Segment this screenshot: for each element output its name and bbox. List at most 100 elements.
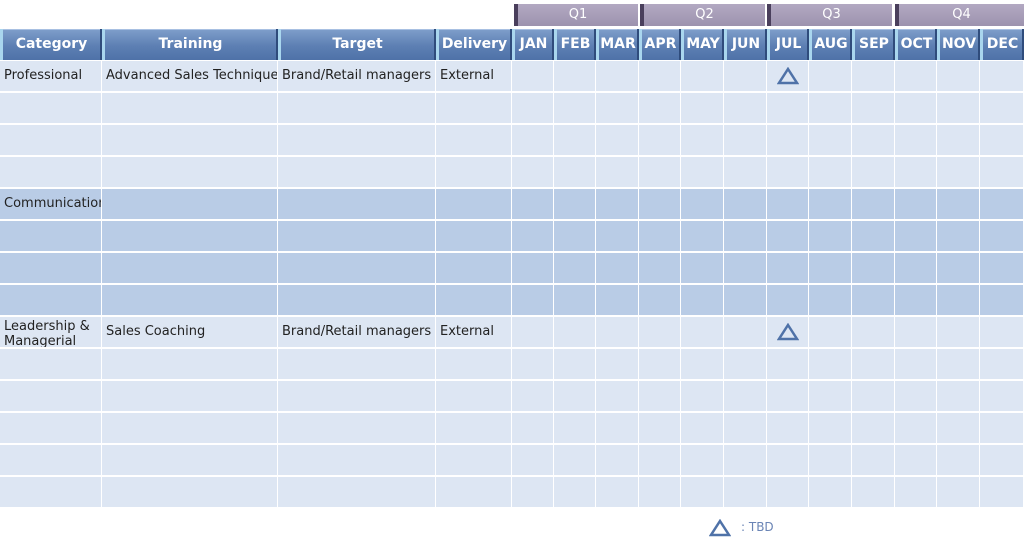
cell-oct[interactable] — [895, 317, 937, 349]
cell-may[interactable] — [681, 189, 724, 221]
cell-mar[interactable] — [596, 157, 639, 189]
cell-feb[interactable] — [554, 413, 596, 445]
column-header-jun[interactable]: JUN — [724, 29, 767, 60]
cell-apr[interactable] — [639, 349, 681, 381]
cell-mar[interactable] — [596, 413, 639, 445]
cell-may[interactable] — [681, 317, 724, 349]
cell-sep[interactable] — [852, 157, 895, 189]
cell-delivery[interactable] — [436, 381, 512, 413]
cell-mar[interactable] — [596, 317, 639, 349]
cell-training[interactable] — [102, 285, 278, 317]
cell-oct[interactable] — [895, 477, 937, 509]
cell-target[interactable] — [278, 253, 436, 285]
cell-sep[interactable] — [852, 285, 895, 317]
cell-nov[interactable] — [937, 317, 980, 349]
cell-nov[interactable] — [937, 61, 980, 93]
cell-category[interactable]: Communication — [0, 189, 102, 221]
cell-feb[interactable] — [554, 445, 596, 477]
cell-delivery[interactable]: External — [436, 61, 512, 93]
cell-target[interactable] — [278, 189, 436, 221]
cell-jun[interactable] — [724, 157, 767, 189]
cell-dec[interactable] — [980, 413, 1024, 445]
cell-delivery[interactable]: External — [436, 317, 512, 349]
cell-feb[interactable] — [554, 477, 596, 509]
cell-training[interactable]: Sales Coaching — [102, 317, 278, 349]
cell-apr[interactable] — [639, 125, 681, 157]
cell-aug[interactable] — [809, 157, 852, 189]
cell-apr[interactable] — [639, 189, 681, 221]
cell-jun[interactable] — [724, 221, 767, 253]
cell-nov[interactable] — [937, 93, 980, 125]
cell-jul[interactable] — [767, 317, 809, 349]
cell-jan[interactable] — [512, 189, 554, 221]
cell-training[interactable] — [102, 445, 278, 477]
cell-category[interactable] — [0, 93, 102, 125]
cell-delivery[interactable] — [436, 253, 512, 285]
cell-sep[interactable] — [852, 349, 895, 381]
cell-aug[interactable] — [809, 477, 852, 509]
cell-dec[interactable] — [980, 93, 1024, 125]
cell-jun[interactable] — [724, 61, 767, 93]
cell-feb[interactable] — [554, 125, 596, 157]
cell-jul[interactable] — [767, 221, 809, 253]
cell-jan[interactable] — [512, 253, 554, 285]
cell-nov[interactable] — [937, 189, 980, 221]
cell-may[interactable] — [681, 253, 724, 285]
cell-aug[interactable] — [809, 349, 852, 381]
cell-aug[interactable] — [809, 253, 852, 285]
cell-mar[interactable] — [596, 285, 639, 317]
cell-aug[interactable] — [809, 125, 852, 157]
cell-jun[interactable] — [724, 349, 767, 381]
cell-training[interactable] — [102, 413, 278, 445]
cell-aug[interactable] — [809, 61, 852, 93]
cell-jun[interactable] — [724, 413, 767, 445]
cell-sep[interactable] — [852, 93, 895, 125]
cell-target[interactable] — [278, 221, 436, 253]
cell-dec[interactable] — [980, 125, 1024, 157]
cell-aug[interactable] — [809, 189, 852, 221]
cell-apr[interactable] — [639, 253, 681, 285]
cell-target[interactable] — [278, 477, 436, 509]
cell-dec[interactable] — [980, 317, 1024, 349]
cell-delivery[interactable] — [436, 221, 512, 253]
column-header-apr[interactable]: APR — [639, 29, 681, 60]
cell-jan[interactable] — [512, 61, 554, 93]
cell-target[interactable]: Brand/Retail managers — [278, 61, 436, 93]
cell-apr[interactable] — [639, 381, 681, 413]
cell-feb[interactable] — [554, 189, 596, 221]
cell-jun[interactable] — [724, 93, 767, 125]
cell-nov[interactable] — [937, 349, 980, 381]
cell-training[interactable] — [102, 157, 278, 189]
cell-apr[interactable] — [639, 61, 681, 93]
cell-delivery[interactable] — [436, 413, 512, 445]
cell-category[interactable] — [0, 157, 102, 189]
column-header-jan[interactable]: JAN — [512, 29, 554, 60]
column-header-mar[interactable]: MAR — [596, 29, 639, 60]
cell-feb[interactable] — [554, 253, 596, 285]
cell-jul[interactable] — [767, 445, 809, 477]
column-header-aug[interactable]: AUG — [809, 29, 852, 60]
cell-oct[interactable] — [895, 61, 937, 93]
cell-training[interactable] — [102, 93, 278, 125]
cell-oct[interactable] — [895, 93, 937, 125]
cell-feb[interactable] — [554, 157, 596, 189]
cell-category[interactable] — [0, 445, 102, 477]
cell-nov[interactable] — [937, 381, 980, 413]
cell-jan[interactable] — [512, 157, 554, 189]
cell-oct[interactable] — [895, 125, 937, 157]
cell-jun[interactable] — [724, 381, 767, 413]
cell-sep[interactable] — [852, 125, 895, 157]
cell-mar[interactable] — [596, 381, 639, 413]
cell-oct[interactable] — [895, 445, 937, 477]
cell-aug[interactable] — [809, 381, 852, 413]
cell-delivery[interactable] — [436, 445, 512, 477]
cell-delivery[interactable] — [436, 189, 512, 221]
cell-target[interactable] — [278, 349, 436, 381]
cell-category[interactable] — [0, 349, 102, 381]
cell-jul[interactable] — [767, 93, 809, 125]
cell-jul[interactable] — [767, 61, 809, 93]
cell-jul[interactable] — [767, 189, 809, 221]
cell-jan[interactable] — [512, 445, 554, 477]
cell-jun[interactable] — [724, 285, 767, 317]
cell-mar[interactable] — [596, 477, 639, 509]
